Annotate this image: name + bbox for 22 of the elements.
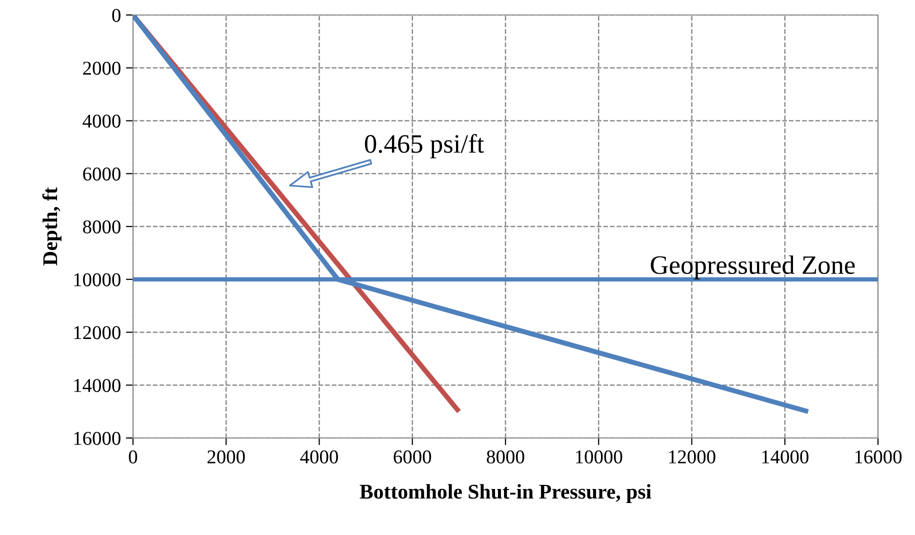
y-tick-label: 6000 [83,167,120,181]
y-tick-label: 0 [112,8,120,22]
x-tick-label: 10000 [576,450,622,464]
annotation: 0.465 psi/ft [364,134,484,158]
y-axis-title: Depth, ft [42,187,62,266]
x-tick-label: 4000 [300,450,338,464]
x-tick-label: 16000 [855,450,902,464]
y-tick-label: 16000 [74,432,120,445]
y-tick-label: 4000 [82,114,120,128]
y-tick-label: 10000 [74,273,120,286]
x-tick-label: 12000 [669,450,716,464]
y-tick-label: 8000 [83,220,120,234]
y-tick-label: 14000 [74,378,120,392]
x-tick-label: 6000 [394,450,432,464]
y-tick-label: 2000 [83,62,120,75]
x-tick-label: 2000 [208,450,245,464]
y-tick-label: 12000 [74,326,120,340]
ref-line-label: Geopressured Zone [650,255,855,280]
x-axis-title: Bottomhole Shut-in Pressure, psi [360,484,652,503]
x-tick-label: 8000 [486,450,524,464]
x-tick-label: 0 [128,450,138,464]
x-tick-label: 14000 [762,450,808,464]
